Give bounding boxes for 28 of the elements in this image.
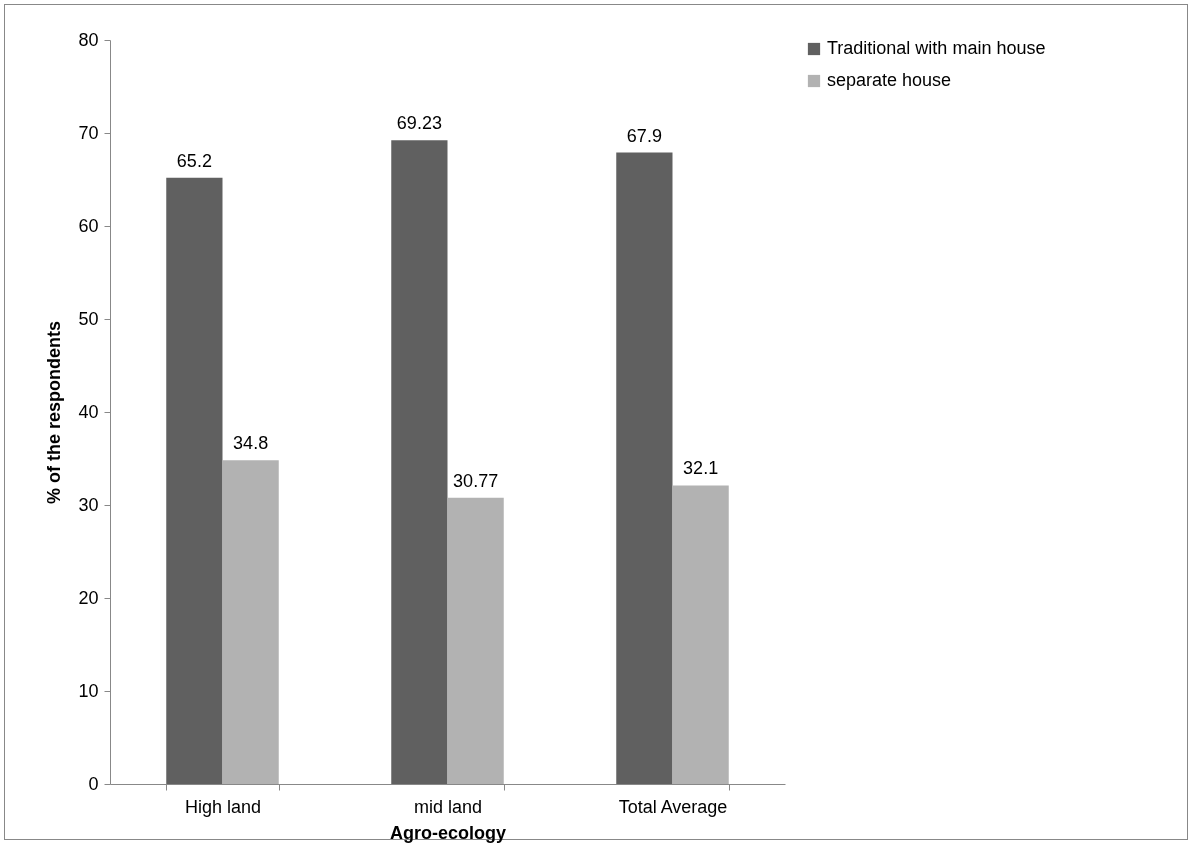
data-label: 67.9 — [626, 125, 662, 146]
x-tick-label: mid land — [413, 796, 483, 817]
x-axis-title: Agro-ecology — [389, 822, 507, 843]
legend-label: Traditional with main house — [827, 38, 1046, 58]
x-tick-label: High land — [184, 796, 262, 817]
data-label: 69.23 — [396, 113, 442, 134]
legend-label: separate house — [827, 70, 952, 90]
y-tick-label: 10 — [78, 680, 99, 701]
y-tick-label: 30 — [78, 494, 99, 515]
data-label: 65.2 — [176, 150, 212, 171]
bar — [166, 177, 223, 784]
bar — [391, 140, 448, 784]
bar — [616, 152, 673, 784]
y-tick-label: 60 — [78, 215, 99, 236]
bar — [222, 460, 279, 784]
bar — [447, 497, 504, 784]
y-tick-label: 0 — [88, 773, 99, 794]
y-tick-label: 50 — [78, 308, 99, 329]
y-axis-title: % of the respondents — [44, 320, 65, 505]
data-label: 32.1 — [683, 458, 719, 479]
bar — [672, 485, 729, 784]
y-tick-label: 80 — [78, 29, 99, 50]
data-label: 30.77 — [453, 470, 499, 491]
y-tick-label: 20 — [78, 587, 99, 608]
x-tick-label: Total Average — [618, 796, 728, 817]
y-tick-label: 40 — [78, 401, 99, 422]
data-label: 34.8 — [233, 433, 269, 454]
y-tick-label: 70 — [78, 122, 99, 143]
